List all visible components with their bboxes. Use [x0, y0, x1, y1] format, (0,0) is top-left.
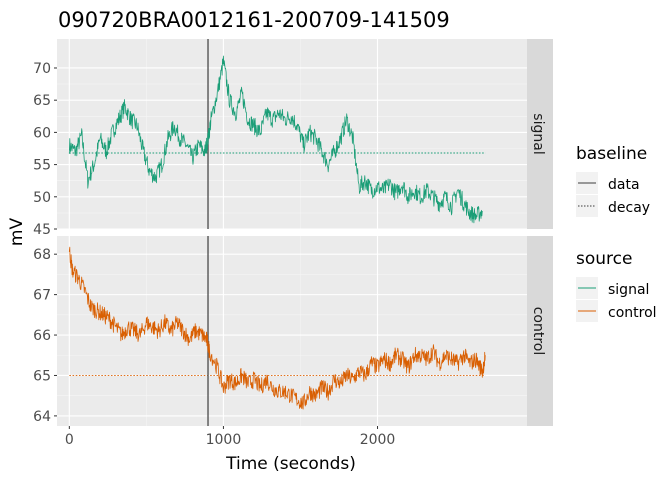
series-line-signal: [68, 55, 483, 224]
panel-signal: 45 50 55 60 65 70 signal: [33, 39, 553, 238]
y-tick-label: 65: [33, 368, 51, 384]
strip-control-label: control: [530, 307, 546, 356]
x-axis: 0 1000 2000: [65, 426, 395, 448]
legend-label-decay: decay: [608, 200, 650, 216]
x-axis-title: Time (seconds): [225, 454, 356, 474]
panel-signal-series: [68, 55, 483, 224]
y-tick-label: 70: [33, 61, 51, 77]
legend-source-title: source: [576, 249, 632, 269]
panel-control-series: [68, 246, 486, 410]
y-tick-label: 60: [33, 125, 51, 141]
legend-label-data: data: [608, 177, 640, 193]
y-tick-label: 68: [33, 247, 51, 263]
y-tick-label: 64: [33, 409, 51, 425]
legend-baseline-title: baseline: [576, 144, 647, 164]
panel-signal-grid: [57, 39, 527, 230]
panel-control-grid: [57, 236, 527, 426]
y-tick-label: 65: [33, 93, 51, 109]
y-tick-label: 55: [33, 158, 51, 174]
strip-control: [527, 236, 553, 426]
panel-signal-y-axis: 45 50 55 60 65 70: [33, 61, 57, 238]
chart-title: 090720BRA0012161-200709-141509: [58, 8, 450, 32]
y-axis-title: mV: [7, 218, 27, 247]
strip-signal-label: signal: [530, 113, 546, 154]
legend-source: source signal control: [576, 249, 657, 322]
y-tick-label: 67: [33, 288, 51, 304]
series-line-control: [68, 246, 486, 410]
x-tick-label: 0: [65, 432, 74, 448]
x-tick-label: 1000: [206, 432, 242, 448]
y-tick-label: 50: [33, 190, 51, 206]
legend-label-signal: signal: [608, 282, 649, 298]
legend-baseline: baseline data decay: [576, 144, 650, 217]
panel-control-y-axis: 64 65 66 67 68: [33, 247, 57, 425]
strip-signal: [527, 39, 553, 229]
y-tick-label: 66: [33, 328, 51, 344]
x-tick-label: 2000: [360, 432, 396, 448]
y-tick-label: 45: [33, 222, 51, 238]
legend-label-control: control: [608, 305, 657, 321]
panel-control: 64 65 66 67 68 control: [33, 236, 553, 426]
